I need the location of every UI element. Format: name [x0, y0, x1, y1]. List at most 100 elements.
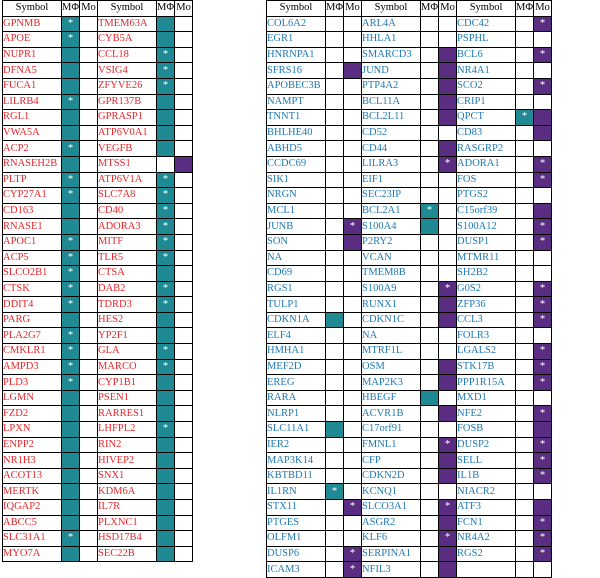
monocyte-cell	[174, 467, 194, 485]
gene-symbol: IL7R	[97, 499, 158, 516]
monocyte-cell	[174, 77, 194, 95]
gene-symbol: BHLHE40	[266, 124, 326, 142]
table-row: STX11 * SLCO3A1 * ATF3	[266, 499, 553, 516]
macrophage-cell	[515, 545, 535, 563]
macrophage-cell	[515, 249, 535, 267]
macrophage-cell	[156, 545, 176, 563]
macrophage-cell	[515, 265, 535, 282]
macrophage-cell	[515, 202, 535, 220]
macrophage-cell	[60, 499, 81, 516]
gene-symbol: PTGS2	[456, 187, 517, 204]
gene-symbol: FCN1	[456, 514, 517, 532]
macrophage-cell	[60, 109, 81, 126]
monocyte-cell	[343, 374, 363, 391]
macrophage-cell	[324, 233, 345, 251]
gene-symbol: SFRS16	[266, 62, 326, 79]
monocyte-cell	[79, 77, 99, 95]
monocyte-cell	[343, 15, 363, 33]
monocyte-cell	[533, 109, 553, 126]
gene-symbol: DUSP6	[266, 545, 326, 563]
monocyte-cell	[79, 62, 99, 79]
macrophage-cell	[515, 93, 535, 111]
monocyte-cell	[174, 343, 194, 360]
macrophage-cell	[420, 311, 440, 329]
monocyte-cell	[79, 405, 99, 423]
monocyte-cell	[343, 358, 363, 376]
gene-symbol: GLA	[97, 343, 158, 360]
gene-symbol: DAB2	[97, 280, 158, 298]
monocyte-cell: *	[343, 561, 363, 578]
gene-symbol: HMHA1	[266, 343, 326, 360]
monocyte-cell	[438, 389, 458, 407]
gene-symbol: MXD1	[456, 389, 517, 407]
monocyte-header: Mo	[79, 0, 99, 17]
gene-symbol: CD40	[97, 202, 158, 220]
monocyte-cell	[343, 62, 363, 79]
macrophage-cell	[324, 311, 345, 329]
monocyte-cell	[174, 436, 194, 454]
table-row: MYO7A SEC22B	[2, 545, 194, 563]
gene-symbol: ACP5	[2, 249, 62, 267]
gene-symbol: AMPD3	[2, 358, 62, 376]
macrophage-cell: *	[60, 140, 81, 157]
table-row: FZD2 RARRES1	[2, 405, 194, 423]
gene-symbol: COL6A2	[266, 15, 326, 33]
gene-symbol: SIK1	[266, 171, 326, 189]
macrophage-cell	[420, 389, 440, 407]
macrophage-cell	[420, 561, 440, 578]
gene-symbol: OSM	[361, 358, 422, 376]
table-row: ACP2 * VEGFB	[2, 140, 194, 157]
monocyte-cell	[79, 499, 99, 516]
gene-symbol: SERPINA1	[361, 545, 422, 563]
monocyte-cell	[438, 171, 458, 189]
table-row: CCDC69 LILRA3 * ADORA1 *	[266, 155, 553, 173]
macrophage-cell	[156, 31, 176, 48]
macrophage-cell	[515, 499, 535, 516]
macrophage-cell	[156, 514, 176, 532]
gene-symbol: ACVR1B	[361, 405, 422, 423]
macrophage-cell	[515, 62, 535, 79]
gene-symbol: LILRA3	[361, 155, 422, 173]
gene-symbol: PTGES	[266, 514, 326, 532]
macrophage-cell	[420, 77, 440, 95]
monocyte-cell	[343, 124, 363, 142]
monocyte-cell	[343, 467, 363, 485]
macrophage-cell	[60, 421, 81, 438]
table-row: SLC31A1 * HSD17B4	[2, 530, 194, 547]
gene-symbol: CMKLR1	[2, 343, 62, 360]
gene-symbol: PARG	[2, 311, 62, 329]
monocyte-cell	[174, 530, 194, 547]
gene-symbol: ASGR2	[361, 514, 422, 532]
gene-symbol: LPXN	[2, 421, 62, 438]
monocyte-cell	[174, 202, 194, 220]
monocyte-cell	[79, 249, 99, 267]
table-row: CYP27A1 * SLC7A8 *	[2, 187, 194, 204]
gene-symbol: BCL2A1	[361, 202, 422, 220]
table-row: RGS1 S100A9 * G0S2 *	[266, 280, 553, 298]
gene-symbol: MTSS1	[97, 155, 158, 173]
macrophage-cell	[324, 296, 345, 313]
gene-symbol: NR4A1	[456, 62, 517, 79]
gene-symbol: APOE	[2, 31, 62, 48]
gene-symbol: SEC22B	[97, 545, 158, 563]
macrophage-cell	[60, 311, 81, 329]
monocyte-cell	[438, 233, 458, 251]
monocyte-cell: *	[533, 233, 553, 251]
macrophage-cell	[324, 93, 345, 111]
table-row: SON P2RY2 DUSP1 *	[266, 233, 553, 251]
gene-symbol: GPNMB	[2, 15, 62, 33]
gene-symbol: SON	[266, 233, 326, 251]
gene-symbol: PSPHL	[456, 31, 517, 48]
gene-symbol: ENPP2	[2, 436, 62, 454]
gene-symbol: CYB5A	[97, 31, 158, 48]
monocyte-cell	[533, 421, 553, 438]
gene-symbol: SLCO3A1	[361, 499, 422, 516]
macrophage-cell	[324, 327, 345, 345]
gene-symbol: LHFPL2	[97, 421, 158, 438]
monocyte-cell	[343, 514, 363, 532]
gene-symbol: ATP6V0A1	[97, 124, 158, 142]
macrophage-cell: *	[60, 265, 81, 282]
monocyte-cell	[174, 233, 194, 251]
gene-symbol: NAMPT	[266, 93, 326, 111]
gene-symbol: CDKN1C	[361, 311, 422, 329]
